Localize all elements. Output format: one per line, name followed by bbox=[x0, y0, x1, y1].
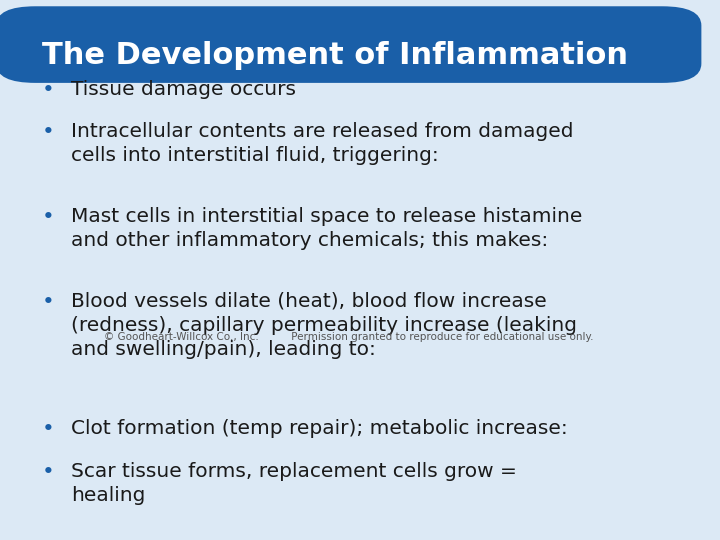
Text: •: • bbox=[42, 292, 55, 312]
Text: •: • bbox=[42, 207, 55, 227]
Text: Blood vessels dilate (heat), blood flow increase
(redness), capillary permeabili: Blood vessels dilate (heat), blood flow … bbox=[71, 292, 577, 360]
Text: Intracellular contents are released from damaged
cells into interstitial fluid, : Intracellular contents are released from… bbox=[71, 122, 574, 165]
Text: Scar tissue forms, replacement cells grow =
healing: Scar tissue forms, replacement cells gro… bbox=[71, 462, 517, 505]
Text: Tissue damage occurs: Tissue damage occurs bbox=[71, 80, 297, 99]
Text: The Development of Inflammation: The Development of Inflammation bbox=[42, 41, 628, 70]
Text: •: • bbox=[42, 80, 55, 100]
Text: Clot formation (temp repair); metabolic increase:: Clot formation (temp repair); metabolic … bbox=[71, 420, 568, 438]
Text: •: • bbox=[42, 420, 55, 440]
Text: •: • bbox=[42, 122, 55, 142]
Text: Mast cells in interstitial space to release histamine
and other inflammatory che: Mast cells in interstitial space to rele… bbox=[71, 207, 582, 251]
FancyBboxPatch shape bbox=[0, 6, 701, 83]
Text: •: • bbox=[42, 462, 55, 482]
Text: © Goodheart-Willcox Co., Inc.          Permission granted to reproduce for educa: © Goodheart-Willcox Co., Inc. Permission… bbox=[104, 333, 593, 342]
